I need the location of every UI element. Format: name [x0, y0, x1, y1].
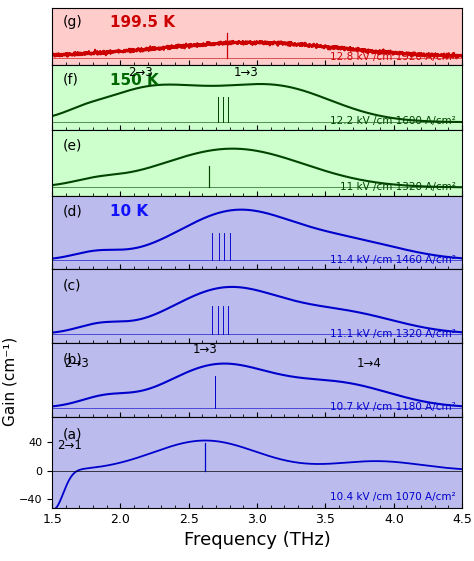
Text: 2→3: 2→3: [128, 67, 154, 80]
Text: 150 K: 150 K: [109, 73, 158, 88]
Text: 199.5 K: 199.5 K: [109, 15, 174, 30]
Text: 10.4 kV /cm 1070 A/cm²: 10.4 kV /cm 1070 A/cm²: [330, 492, 456, 502]
Text: (f): (f): [63, 73, 78, 87]
Text: 2→3: 2→3: [64, 357, 89, 370]
Text: 10.7 kV /cm 1180 A/cm²: 10.7 kV /cm 1180 A/cm²: [330, 402, 456, 412]
Text: 11.1 kV /cm 1320 A/cm²: 11.1 kV /cm 1320 A/cm²: [330, 329, 456, 339]
Text: (b): (b): [63, 352, 82, 366]
Text: 11.4 kV /cm 1460 A/cm²: 11.4 kV /cm 1460 A/cm²: [330, 255, 456, 265]
Text: Gain (cm⁻¹): Gain (cm⁻¹): [3, 337, 18, 426]
X-axis label: Frequency (THz): Frequency (THz): [184, 531, 330, 549]
Text: (a): (a): [63, 428, 82, 442]
Text: 12.8 kV /cm 1920 A/cm²: 12.8 kV /cm 1920 A/cm²: [330, 52, 456, 62]
Text: 1→4: 1→4: [357, 357, 382, 370]
Text: (c): (c): [63, 278, 81, 292]
Text: (e): (e): [63, 138, 82, 152]
Text: 10 K: 10 K: [109, 205, 148, 219]
Text: 1→3: 1→3: [234, 67, 259, 80]
Text: (d): (d): [63, 205, 82, 218]
Text: 2→1: 2→1: [57, 439, 82, 453]
Text: (g): (g): [63, 15, 82, 29]
Text: 11 kV /cm 1320 A/cm²: 11 kV /cm 1320 A/cm²: [340, 182, 456, 192]
Text: 12.2 kV /cm 1600 A/cm²: 12.2 kV /cm 1600 A/cm²: [330, 117, 456, 126]
Text: 1→3: 1→3: [193, 343, 218, 356]
